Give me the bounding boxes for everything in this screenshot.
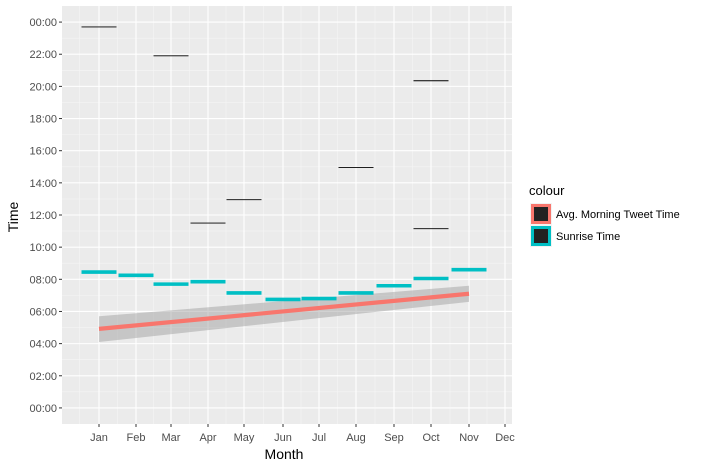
x-axis-title: Month xyxy=(265,446,304,462)
legend-item-sunrise-time: Sunrise Time xyxy=(530,225,620,247)
x-tick-label: Jul xyxy=(312,432,326,444)
grid-major xyxy=(62,6,512,424)
y-tick-label: 22:00 xyxy=(29,49,57,61)
legend-swatch-tweet xyxy=(531,204,551,224)
y-tick-label: 14:00 xyxy=(29,178,57,190)
y-tick-label: 00:00 xyxy=(29,403,57,415)
x-axis: Jan Feb Mar Apr May Jun Jul Aug Sep Oct Nov Dec xyxy=(90,424,515,444)
x-tick-label: Jan xyxy=(90,432,108,444)
x-tick-label: May xyxy=(234,432,255,444)
tweet-trend xyxy=(98,291,470,331)
y-tick-label: 04:00 xyxy=(29,339,57,351)
y-axis: 00:00 02:00 04:00 06:00 08:00 10:00 12:00 14:00… xyxy=(29,17,62,415)
y-tick-label: 12:00 xyxy=(29,210,57,222)
tweet-trend-line xyxy=(98,291,470,331)
confidence-band xyxy=(99,285,469,343)
legend-label-tweet: Avg. Morning Tweet Time xyxy=(556,209,680,221)
x-tick-label: Feb xyxy=(127,432,146,444)
x-tick-label: Oct xyxy=(422,432,439,444)
x-tick-label: Nov xyxy=(459,432,479,444)
legend-label-sunrise: Sunrise Time xyxy=(556,231,620,243)
x-tick-label: Aug xyxy=(346,432,366,444)
y-tick-label: 00:00 xyxy=(29,17,57,29)
y-tick-label: 02:00 xyxy=(29,371,57,383)
x-tick-label: Apr xyxy=(199,432,216,444)
y-tick-label: 10:00 xyxy=(29,242,57,254)
y-tick-label: 16:00 xyxy=(29,146,57,158)
y-axis-title: Time xyxy=(5,201,21,232)
legend-item-avg-morning-tweet-time: Avg. Morning Tweet Time xyxy=(530,203,680,225)
confidence-band-area xyxy=(99,285,469,343)
y-tick-label: 18:00 xyxy=(29,114,57,126)
x-tick-label: Dec xyxy=(495,432,515,444)
legend-swatch-sunrise xyxy=(531,226,551,246)
y-tick-label: 08:00 xyxy=(29,274,57,286)
sunrise-segments xyxy=(81,267,487,302)
x-tick-label: Sep xyxy=(384,432,404,444)
y-tick-label: 06:00 xyxy=(29,306,57,318)
legend: colour Avg. Morning Tweet Time Sunrise T… xyxy=(529,183,680,247)
y-tick-label: 20:00 xyxy=(29,81,57,93)
x-tick-label: Mar xyxy=(162,432,181,444)
x-tick-label: Jun xyxy=(274,432,292,444)
black-segments xyxy=(81,26,449,230)
legend-title: colour xyxy=(529,183,565,198)
